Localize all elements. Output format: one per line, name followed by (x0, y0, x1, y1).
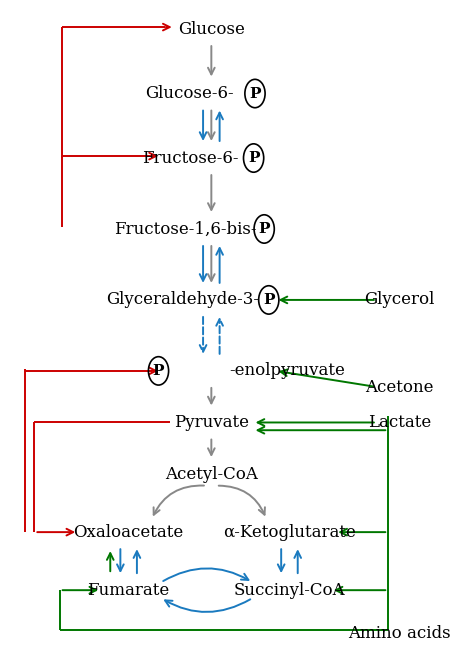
Text: -enolpyruvate: -enolpyruvate (229, 362, 345, 379)
Text: Fructose-1,6-bis-: Fructose-1,6-bis- (113, 221, 256, 237)
Text: P: P (263, 293, 274, 307)
Text: α-Ketoglutarate: α-Ketoglutarate (223, 524, 355, 541)
Text: Fumarate: Fumarate (88, 582, 169, 599)
Text: Amino acids: Amino acids (348, 625, 450, 642)
Text: P: P (247, 151, 259, 165)
Text: Succinyl-CoA: Succinyl-CoA (233, 582, 344, 599)
Text: Pyruvate: Pyruvate (174, 414, 248, 431)
Text: Acetyl-CoA: Acetyl-CoA (164, 466, 257, 482)
Text: Glycerol: Glycerol (364, 292, 434, 308)
Text: Fructose-6-: Fructose-6- (142, 150, 238, 166)
Text: Glucose: Glucose (177, 21, 244, 37)
Text: Acetone: Acetone (365, 379, 433, 395)
Text: P: P (258, 222, 269, 236)
Text: Glucose-6-: Glucose-6- (145, 85, 233, 102)
Text: Glyceraldehyde-3-: Glyceraldehyde-3- (106, 292, 258, 308)
Text: Oxaloacetate: Oxaloacetate (73, 524, 183, 541)
Text: P: P (249, 86, 260, 101)
Text: Lactate: Lactate (367, 414, 431, 431)
Text: P: P (152, 364, 164, 378)
